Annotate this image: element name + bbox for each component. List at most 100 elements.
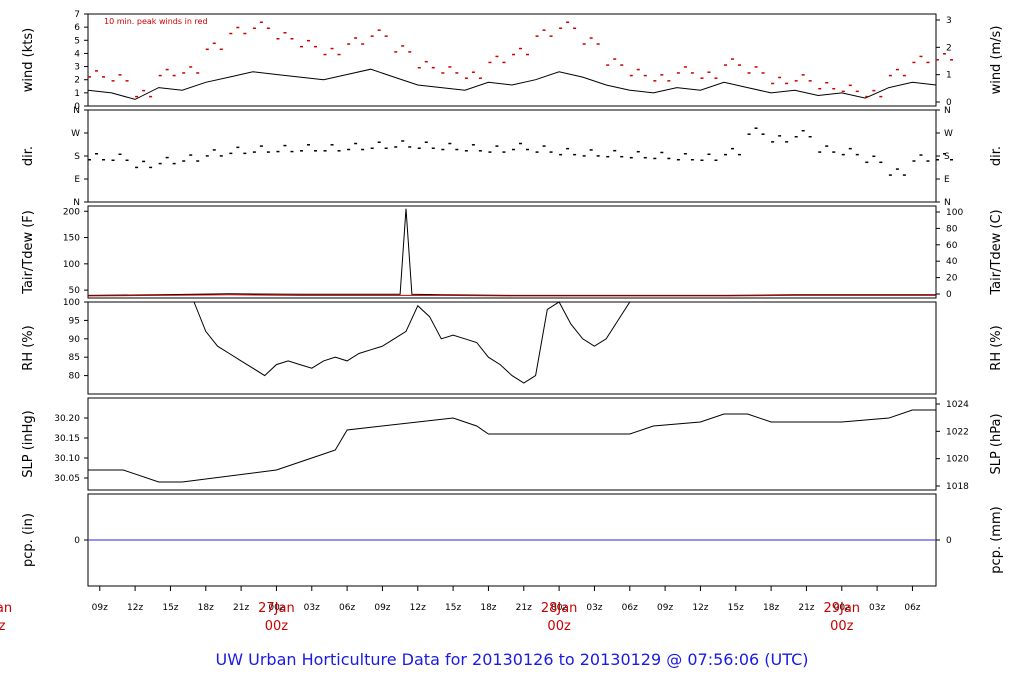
ytick-label: N [73, 106, 80, 116]
series-point [683, 153, 687, 155]
series-point [629, 74, 633, 77]
series-point [135, 166, 139, 169]
ytick-label-right: 100 [946, 208, 963, 218]
series-point [707, 71, 711, 73]
series-point [88, 76, 91, 78]
series-point [448, 66, 452, 68]
series-point [266, 27, 270, 30]
series-point [259, 145, 263, 147]
series-point [738, 153, 741, 156]
ytick-label: 100 [63, 298, 80, 308]
series-point [88, 159, 91, 161]
xtick-label: 09z [374, 603, 390, 613]
series-point [865, 161, 869, 164]
ytick-label-right: 0 [946, 290, 952, 300]
ytick-label: 1 [74, 89, 80, 99]
ylabel-temp: Tair/Tdew (F) [21, 210, 36, 295]
series-point [582, 155, 586, 157]
series-point [872, 89, 876, 92]
series-point [502, 151, 506, 153]
ytick-label: S [74, 152, 80, 162]
series-point [943, 53, 946, 55]
series-point [794, 80, 798, 82]
series-point [888, 74, 892, 77]
series-point [300, 150, 303, 152]
annotation-wind: 10 min. peak winds in red [104, 17, 208, 26]
series-point [448, 142, 452, 145]
series-point [542, 29, 546, 31]
series-point [559, 27, 563, 30]
series-point [307, 144, 310, 146]
series-point [629, 156, 633, 159]
ytick-label: N [73, 198, 80, 208]
ylabel-slp: SLP (inHg) [21, 410, 36, 478]
ytick-label: 95 [69, 316, 80, 326]
series-point [912, 160, 916, 162]
ytick-label: 0 [74, 102, 80, 112]
day-hour-label: 00z [0, 619, 6, 634]
series-point [337, 150, 341, 152]
series-point [855, 153, 859, 156]
ytick-label: 7 [74, 10, 80, 20]
series-point [424, 60, 428, 63]
series-point [512, 148, 515, 151]
series-line-wind-0 [87, 68, 937, 100]
series-point [613, 149, 617, 152]
series-point [347, 43, 351, 45]
series-point [747, 72, 751, 74]
series-point [771, 141, 775, 143]
ytick-label: 30.10 [54, 454, 80, 464]
series-point [149, 95, 153, 98]
series-line-temp-0 [87, 208, 936, 296]
xtick-label: 03z [586, 603, 602, 613]
series-point [566, 147, 570, 150]
ylabel-right-pcp: pcp. (mm) [989, 506, 1004, 573]
series-line-rh-0 [193, 301, 677, 384]
series-point [512, 53, 515, 56]
series-point [502, 61, 506, 64]
day-label: 28Jan [541, 601, 578, 616]
ylabel-right-rh: RH (%) [989, 325, 1004, 370]
ytick-label: 3 [74, 63, 80, 73]
series-point [236, 146, 240, 149]
weather-chart: wind (kts) wind (m/s) 0 1 2 3 4 5 6 7 0 1 2 3 10 min. … [0, 10, 1004, 634]
series-point [401, 45, 405, 47]
series-point [377, 141, 381, 143]
xtick-label: 15z [445, 603, 461, 613]
series-point [205, 48, 209, 51]
series-point [754, 66, 758, 68]
panel-frame-temp [87, 205, 937, 299]
series-point [832, 87, 836, 90]
series-point [888, 174, 892, 176]
series-point [307, 39, 310, 42]
series-point [408, 146, 412, 148]
xtick-label: 18z [763, 603, 779, 613]
series-point [731, 58, 734, 60]
xtick-label: 00z [268, 603, 284, 613]
series-point [283, 32, 287, 34]
series-point [266, 151, 270, 153]
series-point [384, 35, 388, 37]
series-point [111, 80, 115, 82]
day-hour-label: 00z [830, 619, 854, 634]
series-point [613, 58, 617, 60]
series-point [424, 141, 428, 143]
ytick-label: 50 [69, 286, 81, 296]
series-point [926, 160, 930, 162]
series-point [841, 153, 845, 156]
xtick-label: 06z [904, 603, 920, 613]
series-point [408, 51, 412, 53]
series-point [384, 147, 388, 149]
ytick-label: 200 [63, 207, 80, 217]
series-point [825, 81, 829, 84]
series-point [667, 80, 671, 82]
ytick-label: 5 [74, 36, 80, 46]
series-point [879, 161, 883, 164]
series-point [189, 154, 193, 156]
series-point [950, 59, 953, 61]
series-point [818, 87, 822, 90]
series-point [582, 43, 586, 45]
series-point [229, 152, 233, 155]
series-point [252, 27, 256, 30]
series-point [219, 155, 223, 157]
